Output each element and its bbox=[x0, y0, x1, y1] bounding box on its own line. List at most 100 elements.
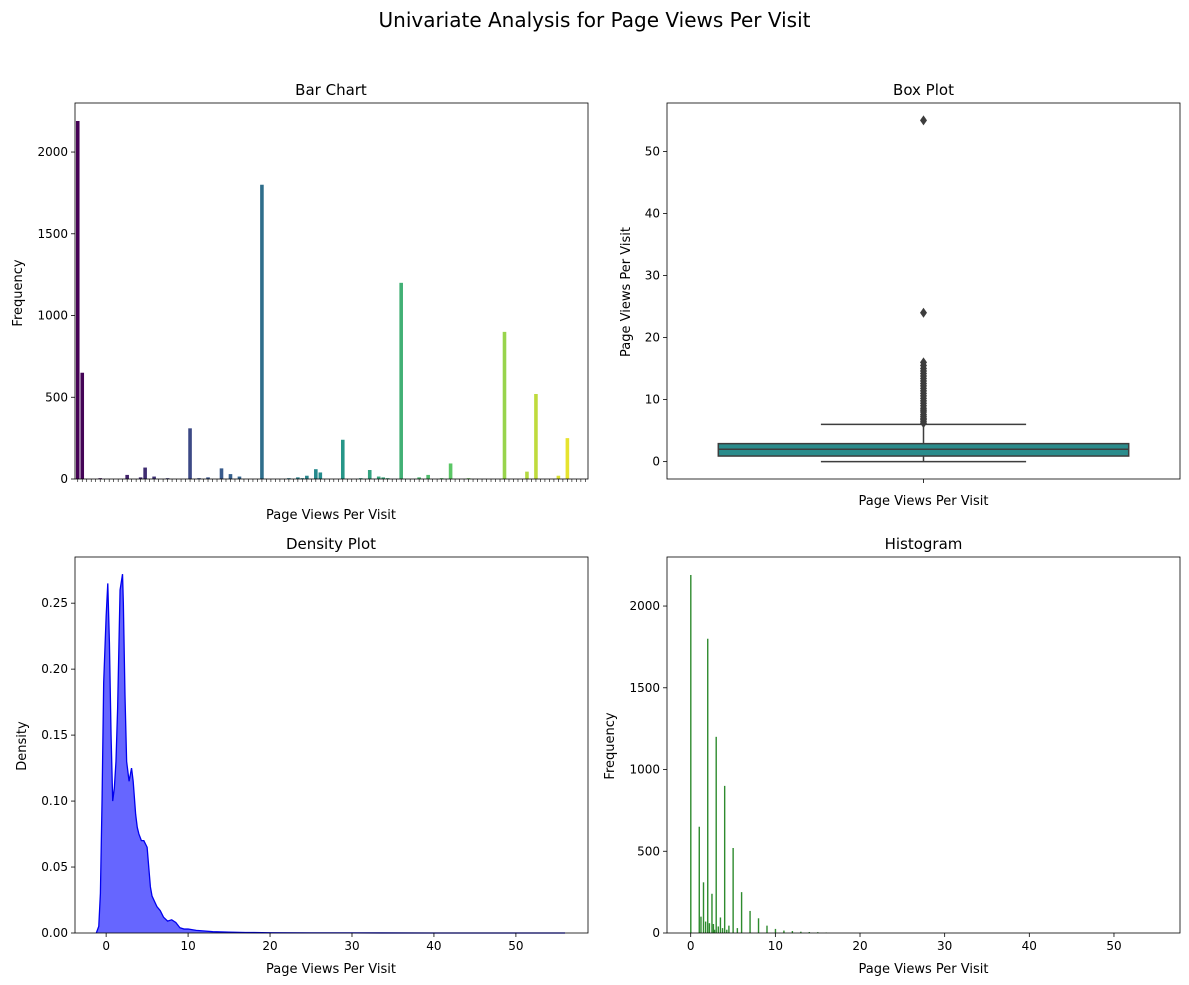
bar-chart-bar bbox=[534, 393, 538, 479]
density-plot-x-tick-label: 20 bbox=[262, 939, 277, 953]
box-plot-y-tick-label: 40 bbox=[645, 206, 660, 220]
histogram-bar bbox=[712, 924, 715, 933]
bar-chart-bar bbox=[296, 477, 300, 479]
bar-chart-bar bbox=[287, 478, 291, 479]
histogram-bar bbox=[715, 736, 717, 933]
histogram-bar bbox=[721, 928, 724, 933]
density-plot-y-axis-label: Density bbox=[15, 721, 30, 771]
histogram-bar bbox=[817, 932, 819, 933]
histogram-bar bbox=[791, 931, 794, 933]
density-plot-x-tick-label: 0 bbox=[102, 939, 110, 953]
density-plot-line bbox=[95, 574, 566, 934]
bar-chart-bar bbox=[165, 478, 170, 479]
bar-chart-y-tick-label: 1500 bbox=[37, 227, 68, 241]
histogram-bar bbox=[749, 910, 751, 933]
figure-title: Univariate Analysis for Page Views Per V… bbox=[379, 8, 811, 32]
bar-chart-bar bbox=[376, 476, 381, 479]
bar-chart-y-tick-label: 500 bbox=[45, 390, 68, 404]
bar-chart-bar bbox=[399, 282, 403, 479]
bar-chart-bar bbox=[318, 472, 323, 479]
bar-chart-bar bbox=[466, 478, 471, 479]
histogram-bar bbox=[808, 932, 811, 933]
histogram-x-tick-label: 10 bbox=[768, 939, 783, 953]
bar-chart-bar bbox=[367, 470, 372, 479]
histogram-bar bbox=[723, 785, 726, 933]
density-plot-y-tick-label: 0.10 bbox=[41, 794, 68, 808]
histogram-bar bbox=[719, 917, 722, 933]
bar-chart-x-axis-label: Page Views Per Visit bbox=[266, 508, 396, 523]
bar-chart-bar bbox=[219, 468, 224, 479]
histogram-bar bbox=[711, 893, 713, 933]
bar-chart-frame bbox=[74, 102, 589, 480]
bar-chart-y-tick-label: 1000 bbox=[37, 309, 68, 323]
histogram-x-axis-label: Page Views Per Visit bbox=[859, 962, 989, 977]
density-plot-panel: Density Plot 0.00 0.05 0.10 0.15 0.20 0.25 0 10… bbox=[15, 535, 589, 977]
bar-chart-bar bbox=[556, 475, 561, 479]
bar-chart-bar bbox=[502, 331, 507, 479]
histogram-bar bbox=[774, 928, 777, 933]
bar-chart-bar bbox=[340, 439, 345, 479]
bar-chart-bar bbox=[143, 467, 147, 479]
histogram-bar bbox=[740, 892, 743, 933]
histogram-plot-area: 0 500 1000 1500 2000 0 10 20 30 40 50 bbox=[629, 556, 1181, 953]
histogram-x-tick-label: 50 bbox=[1106, 939, 1121, 953]
bar-chart-bar bbox=[80, 372, 85, 479]
bar-chart-y-tick-label: 0 bbox=[60, 472, 68, 486]
histogram-bar bbox=[707, 638, 709, 933]
histogram-bar bbox=[800, 931, 802, 933]
histogram-y-tick-label: 1500 bbox=[629, 681, 660, 695]
histogram-bar bbox=[702, 882, 705, 933]
density-plot-plot-area: 0.00 0.05 0.10 0.15 0.20 0.25 0 10 20 30 40 50 bbox=[41, 556, 589, 953]
bar-chart-bar bbox=[358, 478, 363, 479]
histogram-bar bbox=[708, 923, 711, 933]
bar-chart-bar bbox=[98, 478, 103, 479]
bar-chart-bar bbox=[417, 477, 421, 479]
box-plot-plot-area: 0 10 20 30 40 50 bbox=[645, 102, 1181, 483]
bar-chart-bar bbox=[525, 471, 529, 479]
density-plot-y-tick-label: 0.00 bbox=[41, 926, 68, 940]
density-plot-frame bbox=[74, 556, 589, 934]
box-plot-panel: Box Plot 0 10 20 30 40 50 Page Views Per Visi… bbox=[619, 81, 1181, 509]
histogram-bar bbox=[783, 930, 785, 933]
density-plot-x-tick-label: 40 bbox=[426, 939, 441, 953]
bar-chart-bar bbox=[138, 477, 143, 479]
density-plot-y-tick-label: 0.25 bbox=[41, 596, 68, 610]
histogram-y-tick-label: 0 bbox=[652, 926, 660, 940]
density-plot-x-tick-label: 50 bbox=[508, 939, 523, 953]
box-plot-y-tick-label: 50 bbox=[645, 144, 660, 158]
box-plot-y-axis-label: Page Views Per Visit bbox=[619, 227, 634, 357]
bar-chart-bar bbox=[197, 478, 201, 479]
density-plot-x-tick-label: 10 bbox=[180, 939, 195, 953]
bar-chart-bar bbox=[206, 477, 210, 479]
box-plot-y-tick-label: 0 bbox=[652, 455, 660, 469]
bar-chart-bar bbox=[305, 475, 309, 479]
bar-chart-title: Bar Chart bbox=[295, 81, 367, 99]
box-plot-outlier bbox=[920, 115, 927, 126]
bar-chart-y-tick-label: 2000 bbox=[37, 145, 68, 159]
bar-chart-bar bbox=[188, 428, 192, 479]
bar-chart-bar bbox=[260, 184, 264, 479]
histogram-bar bbox=[726, 929, 728, 933]
histogram-bar bbox=[757, 918, 760, 933]
histogram-bar bbox=[736, 928, 739, 933]
histogram-panel: Histogram 0 500 1000 1500 2000 0 10 20 30 40 50 Pa… bbox=[603, 535, 1181, 977]
histogram-x-tick-label: 30 bbox=[937, 939, 952, 953]
bar-chart-bar bbox=[300, 478, 305, 479]
histogram-bar bbox=[700, 916, 702, 933]
density-plot-area bbox=[96, 574, 566, 933]
bar-chart-bar bbox=[314, 469, 318, 479]
histogram-y-tick-label: 1000 bbox=[629, 763, 660, 777]
bar-chart-bar bbox=[228, 474, 233, 479]
histogram-x-tick-label: 20 bbox=[852, 939, 867, 953]
bar-chart-bar bbox=[385, 478, 390, 479]
bar-chart-bar bbox=[75, 120, 80, 479]
histogram-x-tick-label: 0 bbox=[687, 939, 695, 953]
histogram-title: Histogram bbox=[885, 535, 963, 553]
histogram-y-tick-label: 2000 bbox=[629, 599, 660, 613]
box-plot-x-axis-label: Page Views Per Visit bbox=[859, 494, 989, 509]
histogram-bar bbox=[704, 921, 707, 933]
histogram-bar bbox=[698, 826, 700, 933]
density-plot-y-tick-label: 0.15 bbox=[41, 728, 68, 742]
box-plot-y-tick-label: 30 bbox=[645, 268, 660, 282]
histogram-bar bbox=[717, 926, 720, 933]
